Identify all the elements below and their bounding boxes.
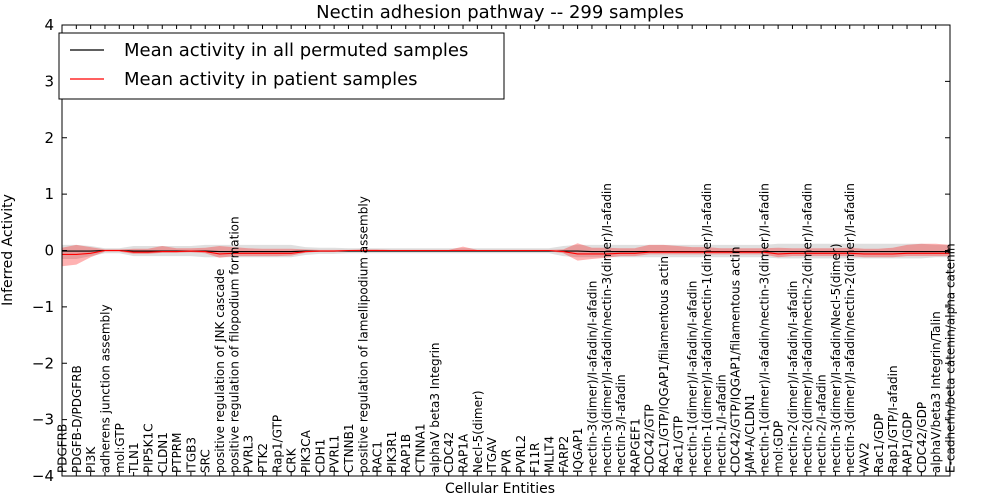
x-tick-label: alphaV beta3 Integrin	[428, 342, 442, 473]
x-tick-label: Rap1/GTP	[270, 415, 284, 473]
y-axis-label: Inferred Activity	[0, 194, 16, 306]
x-tick-label: PVR	[500, 449, 514, 473]
x-tick-label: PVRL3	[242, 435, 256, 473]
y-tick-label: −2	[32, 354, 54, 372]
x-tick-label: CDH1	[313, 439, 327, 473]
x-tick-label: CLDN1	[156, 432, 170, 473]
x-tick-label: nectin-1/I-afadin	[714, 374, 728, 473]
x-tick-label: nectin-3(dimer)/I-afadin/nectin-2(dimer)…	[843, 183, 857, 473]
x-tick-label: mol:GDP	[772, 421, 786, 473]
y-tick-label: 1	[44, 185, 54, 203]
y-tick-label: −4	[32, 467, 54, 485]
x-tick-label: Rac1/GDP	[872, 414, 886, 473]
x-tick-label: JAM-A/CLDN1	[743, 394, 757, 474]
y-tick-label: 2	[44, 129, 54, 147]
legend-label-permuted: Mean activity in all permuted samples	[124, 40, 468, 61]
chart-title: Nectin adhesion pathway -- 299 samples	[316, 2, 684, 23]
x-tick-label: CTNNB1	[342, 423, 356, 473]
x-tick-label: Rac1/GTP	[671, 416, 685, 473]
x-tick-label: nectin-2/I-afadin	[815, 374, 829, 473]
x-tick-label: ITGB3	[184, 437, 198, 473]
x-tick-label: nectin-1(dimer)/I-afadin/nectin-3(dimer)…	[757, 183, 771, 473]
x-tick-label: PTK2	[256, 443, 270, 473]
x-tick-label: positive regulation of JNK cascade	[213, 269, 227, 473]
x-tick-label: PIK3CA	[299, 429, 313, 473]
x-tick-label: nectin-2(dimer)/I-afadin/nectin-2(dimer)…	[800, 183, 814, 473]
x-tick-label: CRK	[285, 447, 299, 473]
x-tick-label: positive regulation of filopodium format…	[227, 216, 241, 473]
y-tick-label: 0	[44, 242, 54, 260]
x-tick-label: TLN1	[127, 442, 141, 474]
x-tick-label: CDC42/GTP/IQGAP1/filamentous actin	[729, 247, 743, 473]
x-tick-label: MLLT4	[543, 436, 557, 473]
x-tick-label: RAPGEF1	[628, 418, 642, 473]
legend-label-patient: Mean activity in patient samples	[124, 69, 418, 90]
x-tick-label: CDC42/GDP	[915, 402, 929, 473]
x-tick-label: FARP2	[557, 436, 571, 473]
x-tick-label: RAP1/GDP	[901, 412, 915, 473]
x-tick-label: RAP1B	[399, 434, 413, 473]
x-tick-label: RAP1A	[457, 433, 471, 473]
x-tick-label: nectin-3(dimer)/I-afadin/Necl-5(dimer)	[829, 243, 843, 473]
x-tick-label: PTPRM	[170, 433, 184, 474]
x-tick-label: nectin-2(dimer)/I-afadin/I-afadin	[786, 281, 800, 473]
x-tick-label: PVRL2	[514, 435, 528, 473]
x-tick-label: nectin-3(dimer)/I-afadin/nectin-3(dimer)…	[600, 183, 614, 473]
x-tick-label: PDGFB-D/PDGFRB	[70, 365, 84, 473]
legend-box	[58, 32, 505, 100]
permuted-mean-line	[62, 249, 950, 253]
x-tick-label: nectin-3(dimer)/I-afadin/I-afadin	[585, 281, 599, 473]
x-tick-label: PIK3R1	[385, 431, 399, 473]
x-tick-label: CTNNA1	[414, 423, 428, 473]
x-tick-label: RAC1/GTP/IQGAP1/filamentous actin	[657, 256, 671, 473]
x-tick-label: Rap1/GTP/I-afadin	[886, 365, 900, 473]
x-tick-label: PVRL1	[328, 435, 342, 473]
x-tick-label: nectin-1(dimer)/I-afadin/I-afadin	[686, 281, 700, 473]
x-tick-label: adherens junction assembly	[99, 304, 113, 473]
x-tick-label: PI3K	[84, 446, 98, 473]
x-tick-label: IQGAP1	[571, 428, 585, 473]
legend: Mean activity in all permuted samples Me…	[58, 32, 505, 100]
y-tick-label: 4	[44, 16, 54, 34]
x-tick-label: nectin-1(dimer)/I-afadin/nectin-1(dimer)…	[700, 183, 714, 473]
plot-frame	[61, 24, 951, 477]
patient-mean-line	[62, 249, 950, 255]
x-tick-label: mol:GTP	[113, 423, 127, 473]
y-tick-label: −1	[32, 298, 54, 316]
x-axis-label: Cellular Entities	[445, 481, 555, 497]
x-tick-label: VAV2	[858, 442, 872, 473]
x-tick-label: Necl-5(dimer)	[471, 390, 485, 473]
y-tick-label: 3	[44, 72, 54, 90]
x-tick-label: F11R	[528, 442, 542, 473]
x-tick-label: positive regulation of lamellipodium ass…	[356, 196, 370, 473]
x-tick-label: alphaV/beta3 Integrin/Talin	[929, 311, 943, 473]
x-tick-label: PIP5K1C	[141, 423, 155, 473]
x-tick-label: RAC1	[371, 441, 385, 473]
x-tick-label: SRC	[199, 449, 213, 473]
x-tick-label: ITGAV	[485, 436, 499, 473]
patient-range-band	[62, 243, 950, 267]
x-tick-label: CDC42	[442, 432, 456, 473]
y-tick-label: −3	[32, 411, 54, 429]
x-tick-label: nectin-3/I-afadin	[614, 374, 628, 473]
x-tick-label: CDC42/GTP	[643, 404, 657, 473]
